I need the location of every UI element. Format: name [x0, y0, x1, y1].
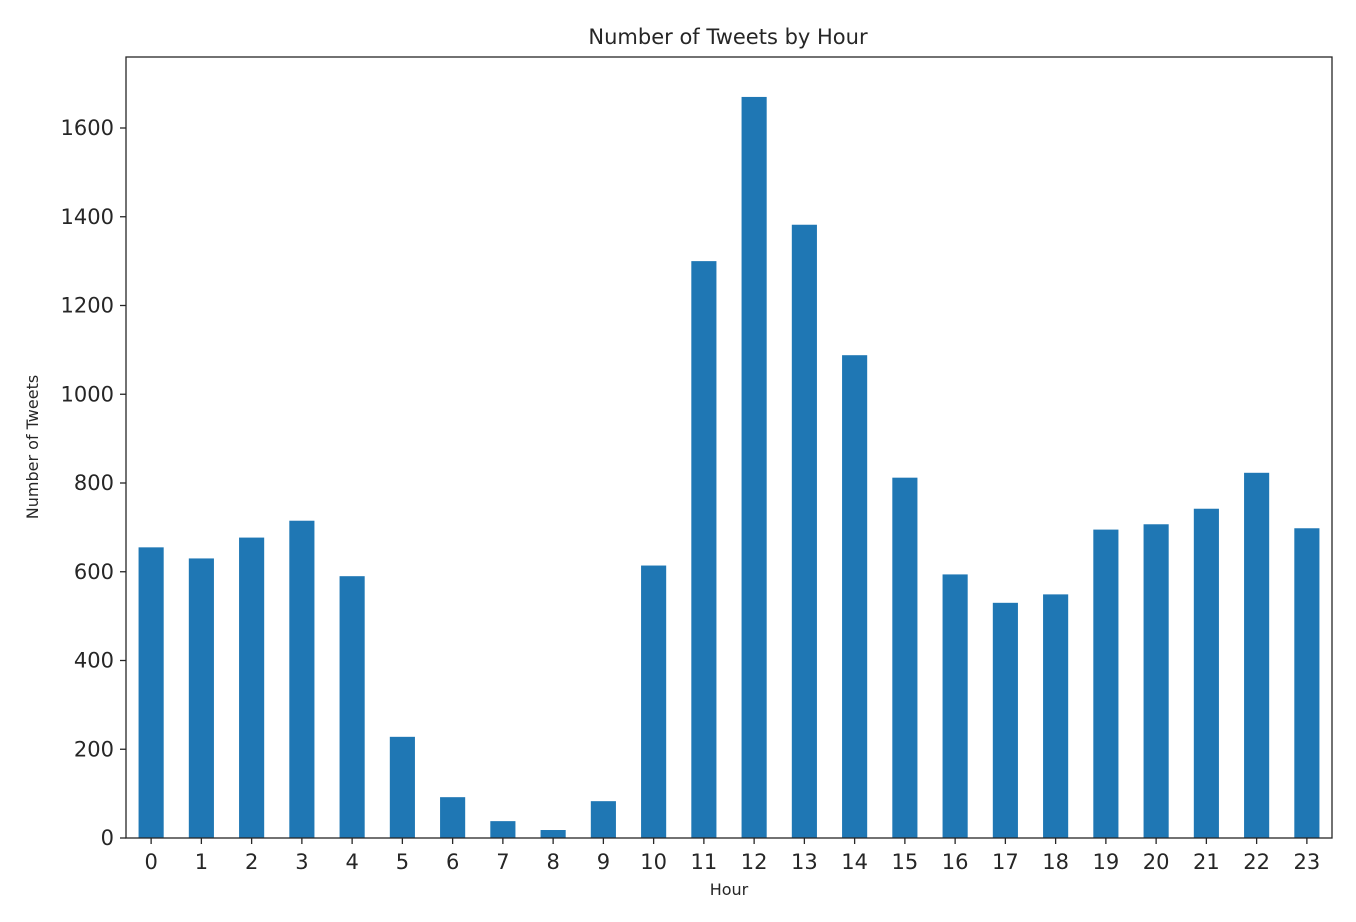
y-tick-label: 200 [74, 737, 114, 761]
x-tick-label: 8 [546, 850, 559, 874]
x-tick-label: 16 [942, 850, 969, 874]
x-tick-label: 0 [144, 850, 157, 874]
bar-hour-17 [992, 602, 1018, 838]
x-tick-label: 14 [841, 850, 868, 874]
x-tick-label: 6 [446, 850, 459, 874]
bar-hour-9 [590, 801, 616, 838]
bar-hour-22 [1244, 472, 1270, 838]
x-tick-label: 23 [1294, 850, 1321, 874]
bar-hour-19 [1093, 529, 1119, 838]
x-tick-label: 22 [1243, 850, 1270, 874]
x-axis-ticks: 0 1 2 3 4 5 6 7 8 9 10 11 12 13 14 15 16 17 18 19 20 21 22 23 [144, 838, 1320, 874]
x-tick-label: 15 [892, 850, 919, 874]
y-tick-label: 1000 [61, 382, 114, 406]
bar-hour-7 [490, 821, 516, 838]
bar-hour-4 [339, 576, 365, 838]
x-tick-label: 12 [741, 850, 768, 874]
x-tick-label: 17 [992, 850, 1019, 874]
bar-hour-20 [1143, 524, 1169, 838]
bar-hour-1 [188, 558, 214, 838]
bar-hour-12 [741, 96, 767, 838]
bar-hour-16 [942, 574, 968, 838]
x-tick-label: 21 [1193, 850, 1220, 874]
y-tick-label: 400 [74, 649, 114, 673]
chart-title: Number of Tweets by Hour [588, 25, 868, 49]
y-tick-label: 1600 [61, 116, 114, 140]
bar-hour-2 [239, 537, 265, 838]
bar-hour-0 [138, 547, 164, 838]
x-tick-label: 13 [791, 850, 818, 874]
bar-hour-21 [1193, 508, 1219, 838]
plot-frame [125, 56, 1333, 839]
bar-hour-18 [1043, 594, 1069, 838]
bar-hour-5 [389, 736, 415, 838]
x-tick-label: 9 [597, 850, 610, 874]
x-tick-label: 2 [245, 850, 258, 874]
x-tick-label: 20 [1143, 850, 1170, 874]
bar-hour-14 [842, 355, 868, 838]
y-tick-label: 1400 [61, 205, 114, 229]
x-axis-label: Hour [710, 880, 749, 899]
x-tick-label: 10 [640, 850, 667, 874]
y-axis-ticks: 0 200 400 600 800 1000 1200 1400 1600 [61, 116, 126, 850]
bar-hour-23 [1294, 528, 1320, 838]
x-tick-label: 19 [1093, 850, 1120, 874]
bar-hour-3 [289, 520, 315, 838]
bar-hour-6 [440, 797, 466, 838]
x-tick-label: 5 [396, 850, 409, 874]
y-tick-label: 600 [74, 560, 114, 584]
y-tick-label: 1200 [61, 294, 114, 318]
bars-group [138, 96, 1320, 839]
x-tick-label: 3 [295, 850, 308, 874]
bar-hour-8 [540, 830, 566, 838]
x-tick-label: 1 [195, 850, 208, 874]
x-tick-label: 11 [691, 850, 718, 874]
x-tick-label: 4 [345, 850, 358, 874]
bar-hour-15 [892, 477, 918, 838]
x-tick-label: 18 [1042, 850, 1069, 874]
x-tick-label: 7 [496, 850, 509, 874]
bar-hour-10 [641, 565, 667, 838]
y-tick-label: 0 [101, 826, 114, 850]
y-tick-label: 800 [74, 471, 114, 495]
bar-hour-13 [791, 224, 817, 839]
y-axis-label: Number of Tweets [23, 375, 42, 519]
bar-hour-11 [691, 261, 717, 838]
